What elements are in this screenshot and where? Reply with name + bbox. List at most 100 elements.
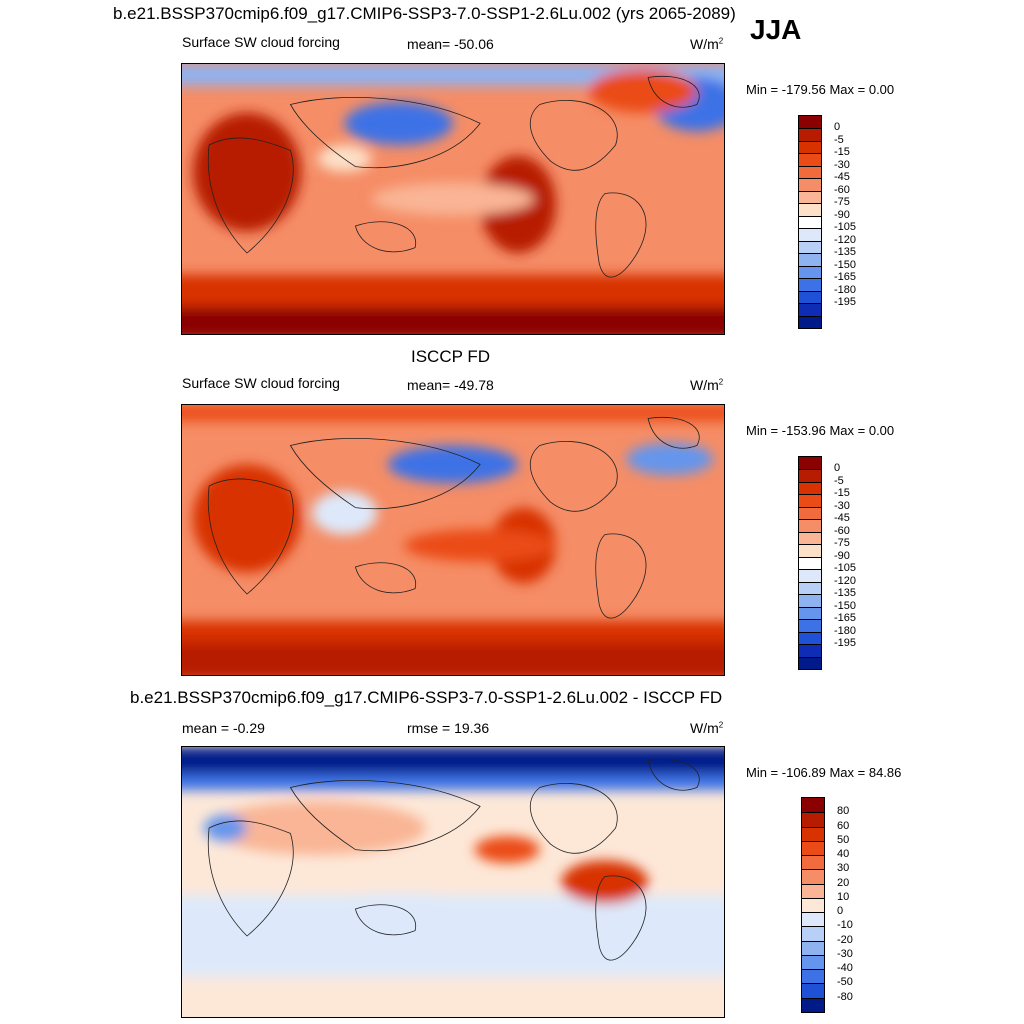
panel3-minmax-label: Min = -106.89 Max = 84.86 bbox=[746, 765, 902, 780]
colorbar-segment bbox=[802, 926, 824, 941]
field-plot bbox=[182, 747, 724, 1017]
colorbar-segment bbox=[799, 228, 821, 241]
panel2-units-label: W/m2 bbox=[690, 377, 724, 393]
colorbar-segment bbox=[799, 619, 821, 632]
colorbar-tick-label: -105 bbox=[834, 221, 857, 234]
panel1-mean-label: mean= -50.06 bbox=[407, 36, 494, 52]
colorbar-tick-label: -75 bbox=[834, 196, 850, 209]
colorbar-segment bbox=[802, 840, 824, 856]
colorbar-tick-label: -50 bbox=[837, 976, 853, 989]
colorbar-segment bbox=[799, 644, 821, 657]
colorbar-tick-label: 80 bbox=[837, 805, 850, 818]
colorbar-tick-label: -15 bbox=[834, 487, 850, 500]
panel2-minmax-label: Min = -153.96 Max = 0.00 bbox=[746, 423, 895, 438]
colorbar-tick-label: -60 bbox=[834, 183, 850, 196]
panel2-variable-label: Surface SW cloud forcing bbox=[182, 375, 340, 391]
colorbar-segment bbox=[799, 165, 821, 179]
panel3-map bbox=[181, 746, 725, 1018]
colorbar-tick-label: -135 bbox=[834, 246, 857, 259]
colorbar-tick-label: 50 bbox=[837, 833, 850, 846]
colorbar-segment bbox=[802, 812, 824, 827]
colorbar-segment bbox=[799, 581, 821, 595]
colorbar-tick-label: -40 bbox=[837, 962, 853, 975]
colorbar-segment bbox=[802, 940, 824, 955]
colorbar-segment bbox=[799, 265, 821, 279]
colorbar-segment bbox=[799, 253, 821, 266]
colorbar-tick-label: 60 bbox=[837, 819, 850, 832]
colorbar-segment bbox=[802, 983, 824, 998]
colorbar-tick-label: -180 bbox=[834, 283, 857, 296]
colorbar-tick-label: -165 bbox=[834, 271, 857, 284]
colorbar-tick-label: 40 bbox=[837, 848, 850, 861]
colorbar-segment bbox=[799, 656, 821, 669]
colorbar-tick-label: -90 bbox=[834, 549, 850, 562]
colorbar-segment bbox=[799, 128, 821, 141]
colorbar-tick-label: -135 bbox=[834, 587, 857, 600]
colorbar-segment bbox=[802, 969, 824, 984]
colorbar-segment bbox=[802, 826, 824, 841]
colorbar-segment bbox=[799, 556, 821, 570]
colorbar-tick-label: 0 bbox=[837, 905, 844, 918]
colorbar-tick-label: -10 bbox=[837, 919, 853, 932]
colorbar-tick-label: -195 bbox=[834, 637, 857, 650]
colorbar-tick-label: -120 bbox=[834, 574, 857, 587]
panel3-mean-label: mean = -0.29 bbox=[182, 720, 265, 736]
colorbar-tick-label: -5 bbox=[834, 474, 844, 487]
colorbar-tick-label: -150 bbox=[834, 599, 857, 612]
colorbar-segment bbox=[799, 178, 821, 191]
colorbar-segment bbox=[799, 190, 821, 204]
colorbar-tick-label: 10 bbox=[837, 890, 850, 903]
colorbar-tick-label: -30 bbox=[837, 947, 853, 960]
colorbar-tick-label: -150 bbox=[834, 258, 857, 271]
panel1-minmax-label: Min = -179.56 Max = 0.00 bbox=[746, 82, 895, 97]
colorbar-segment bbox=[799, 153, 821, 166]
colorbar-segment bbox=[799, 481, 821, 495]
colorbar-tick-label: 0 bbox=[834, 121, 841, 134]
colorbar-tick-label: -20 bbox=[837, 933, 853, 946]
colorbar-segment bbox=[799, 290, 821, 304]
panel1-variable-label: Surface SW cloud forcing bbox=[182, 34, 340, 50]
colorbar-tick-label: -60 bbox=[834, 524, 850, 537]
colorbar-segment bbox=[799, 203, 821, 216]
colorbar-segment bbox=[802, 912, 824, 927]
colorbar-segment bbox=[802, 897, 824, 913]
colorbar-segment bbox=[799, 519, 821, 532]
colorbar-segment bbox=[799, 315, 821, 328]
panel1-units-label: W/m2 bbox=[690, 36, 724, 52]
panel1-colorbar bbox=[798, 115, 822, 329]
colorbar-segment bbox=[799, 116, 821, 129]
colorbar-tick-label: -45 bbox=[834, 171, 850, 184]
colorbar-tick-label: -30 bbox=[834, 158, 850, 171]
panel2-map bbox=[181, 404, 725, 676]
colorbar-tick-label: -5 bbox=[834, 133, 844, 146]
colorbar-segment bbox=[799, 594, 821, 607]
panel3-rmse-label: rmse = 19.36 bbox=[407, 720, 490, 736]
panel3-title: b.e21.BSSP370cmip6.f09_g17.CMIP6-SSP3-7.… bbox=[130, 688, 723, 707]
panel3-units-label: W/m2 bbox=[690, 720, 724, 736]
colorbar-segment bbox=[802, 869, 824, 884]
colorbar-segment bbox=[799, 278, 821, 291]
panel2-colorbar bbox=[798, 456, 822, 670]
colorbar-tick-label: -120 bbox=[834, 233, 857, 246]
colorbar-segment bbox=[799, 457, 821, 470]
colorbar-tick-label: -80 bbox=[837, 990, 853, 1003]
panel2-mean-label: mean= -49.78 bbox=[407, 377, 494, 393]
colorbar-segment bbox=[799, 215, 821, 229]
colorbar-segment bbox=[799, 569, 821, 582]
season-label: JJA bbox=[750, 14, 802, 45]
colorbar-segment bbox=[799, 140, 821, 154]
colorbar-segment bbox=[802, 883, 824, 898]
colorbar-segment bbox=[799, 506, 821, 520]
field-plot bbox=[182, 405, 724, 675]
colorbar-tick-label: -15 bbox=[834, 146, 850, 159]
panel1-title: b.e21.BSSP370cmip6.f09_g17.CMIP6-SSP3-7.… bbox=[113, 4, 736, 23]
colorbar-segment bbox=[802, 997, 824, 1012]
panel2-title: ISCCP FD bbox=[411, 347, 491, 366]
colorbar-tick-label: -165 bbox=[834, 612, 857, 625]
colorbar-tick-label: 30 bbox=[837, 862, 850, 875]
colorbar-tick-label: -45 bbox=[834, 512, 850, 525]
panel1-map bbox=[181, 63, 725, 335]
colorbar-segment bbox=[799, 531, 821, 545]
colorbar-segment bbox=[799, 631, 821, 645]
colorbar-tick-label: -90 bbox=[834, 208, 850, 221]
